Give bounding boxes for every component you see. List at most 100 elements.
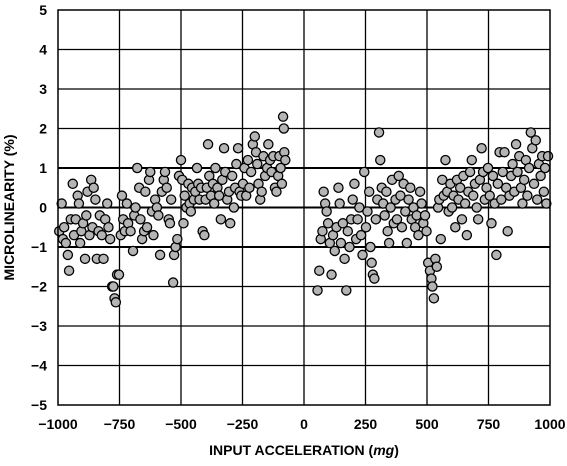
- data-point: [360, 221, 372, 233]
- data-point: [512, 166, 523, 178]
- data-point: [400, 206, 411, 217]
- data-point: [517, 198, 528, 209]
- data-point: [90, 194, 101, 205]
- data-point: [416, 198, 427, 209]
- data-point: [172, 233, 183, 245]
- data-point: [525, 127, 537, 138]
- data-point: [431, 261, 443, 272]
- data-point: [339, 253, 350, 265]
- data-point: [202, 139, 214, 150]
- data-point: [530, 135, 541, 146]
- x-tick-label: 250: [354, 416, 378, 432]
- x-tick-label: 500: [415, 416, 439, 432]
- data-point: [401, 237, 413, 249]
- data-point: [456, 214, 468, 225]
- data-point: [446, 202, 458, 213]
- x-tick-label: 750: [477, 416, 501, 432]
- data-point: [373, 127, 385, 138]
- data-point: [131, 162, 143, 174]
- x-tick-label: −1000: [38, 416, 78, 432]
- data-point: [542, 150, 554, 162]
- data-point: [522, 190, 533, 201]
- data-point: [370, 214, 382, 225]
- data-point: [326, 269, 337, 280]
- data-point: [242, 154, 254, 166]
- y-tick-labels: 5 4 3 2 1 0 −1 −2 −3 −4 −5: [31, 2, 47, 413]
- data-point: [312, 285, 323, 296]
- data-point: [317, 225, 328, 237]
- data-point: [245, 166, 257, 178]
- data-point: [523, 162, 535, 174]
- data-point: [154, 249, 166, 261]
- data-point: [153, 210, 164, 221]
- data-point: [365, 241, 376, 253]
- y-tick-label: −1: [31, 239, 47, 255]
- data-point: [435, 233, 447, 245]
- data-point: [108, 281, 119, 292]
- data-point: [215, 214, 227, 225]
- data-point: [277, 111, 289, 122]
- data-point: [497, 166, 509, 178]
- data-point: [510, 139, 522, 150]
- data-point: [496, 194, 507, 205]
- data-point: [96, 229, 108, 241]
- data-point: [104, 233, 116, 245]
- data-point: [502, 225, 513, 237]
- data-point: [116, 190, 128, 201]
- plot-frame: [57, 9, 551, 406]
- data-point: [88, 182, 99, 193]
- data-point: [148, 229, 159, 241]
- data-point: [228, 202, 240, 213]
- data-point: [413, 229, 424, 241]
- data-point: [335, 237, 347, 249]
- x-axis-title-unit: mg: [373, 442, 394, 458]
- data-point: [427, 281, 438, 292]
- y-tick-label: −5: [31, 397, 47, 413]
- data-point: [232, 142, 244, 154]
- data-point: [450, 221, 461, 233]
- data-point: [355, 229, 367, 241]
- x-tick-label: −250: [227, 416, 259, 432]
- data-point: [185, 206, 197, 217]
- data-point: [362, 206, 373, 217]
- y-axis-title: MICROLINEARITY (%): [1, 135, 17, 281]
- data-point: [179, 190, 190, 201]
- data-point: [144, 166, 156, 178]
- data-point: [60, 237, 72, 249]
- data-point: [249, 131, 261, 142]
- y-tick-label: −3: [31, 318, 47, 334]
- data-point: [440, 154, 451, 166]
- data-point: [74, 237, 86, 249]
- data-point: [314, 265, 325, 276]
- data-point: [484, 190, 495, 201]
- y-tick-label: −4: [31, 358, 47, 374]
- data-point: [467, 190, 479, 201]
- data-point: [487, 170, 499, 182]
- data-point: [357, 249, 368, 261]
- x-tick-labels: −1000 −750 −500 −250 0 250 500 750 1000: [38, 416, 565, 432]
- data-point: [531, 194, 543, 205]
- data-point: [539, 162, 551, 174]
- data-point: [110, 297, 122, 308]
- data-point: [224, 218, 236, 229]
- data-point: [263, 139, 274, 150]
- data-point: [349, 178, 360, 190]
- data-point: [199, 229, 210, 241]
- data-point: [276, 178, 288, 190]
- data-point: [141, 221, 153, 233]
- data-point: [318, 186, 329, 197]
- data-point: [466, 154, 478, 166]
- data-point: [135, 214, 146, 225]
- data-point: [344, 241, 355, 253]
- data-point: [385, 202, 396, 213]
- data-point: [113, 269, 125, 280]
- data-point: [507, 158, 518, 170]
- data-point: [352, 214, 363, 225]
- data-point: [252, 158, 263, 170]
- data-point: [79, 253, 91, 265]
- data-point: [499, 146, 510, 158]
- data-point: [354, 202, 365, 213]
- data-point: [393, 170, 404, 182]
- data-point: [58, 221, 70, 233]
